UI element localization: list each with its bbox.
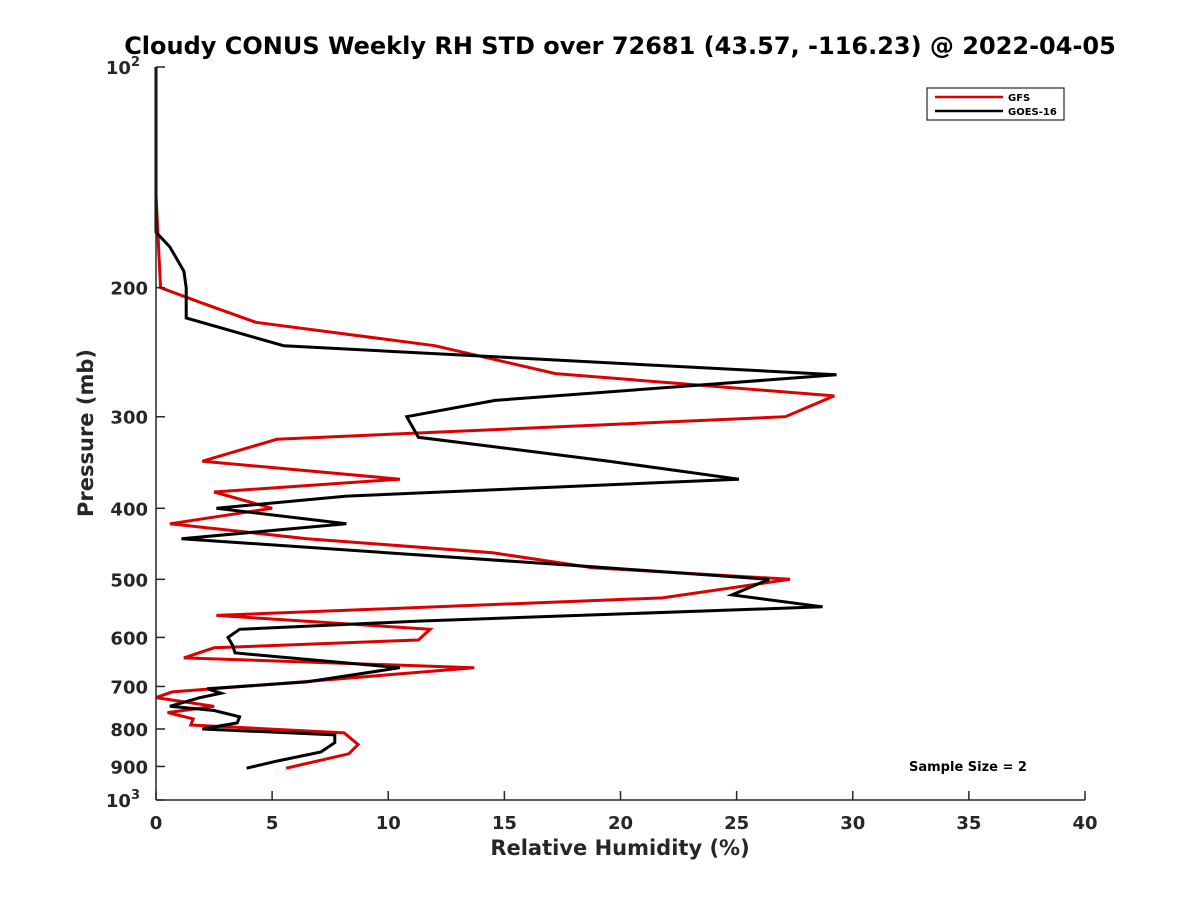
series-layer: [154, 67, 837, 770]
legend-box: [926, 87, 1065, 121]
x-tick-label: 25: [724, 813, 749, 834]
y-tick-exponent: 2: [131, 55, 140, 70]
series-line-goes16: [154, 67, 837, 770]
y-tick-label: 300: [110, 408, 148, 429]
x-tick-label: 20: [608, 813, 633, 834]
legend-label-goes16: GOES-16: [1008, 107, 1057, 118]
series-line-gfs: [154, 67, 835, 770]
y-tick-label: 400: [110, 499, 148, 520]
y-tick-label: 600: [110, 628, 148, 649]
x-axis-label: Relative Humidity (%): [490, 836, 749, 860]
x-tick-label: 30: [840, 813, 865, 834]
y-tick-label: 102: [106, 55, 140, 79]
plot-area: [156, 67, 1085, 800]
chart-title: Cloudy CONUS Weekly RH STD over 72681 (4…: [124, 32, 1116, 60]
x-tick-label: 5: [266, 813, 279, 834]
x-tick-label: 10: [376, 813, 401, 834]
y-tick-label: 103: [106, 788, 140, 812]
y-tick-label: 700: [110, 677, 148, 698]
x-ticks: 0 5 10 15 20 25 30 35 40: [150, 791, 1098, 834]
x-tick-label: 35: [956, 813, 981, 834]
y-tick-label: 900: [110, 757, 148, 778]
y-ticks: 102 200 300 400 500 600 700 800 900 103: [106, 55, 165, 812]
legend: GFS GOES-16: [926, 87, 1065, 121]
y-tick-label: 800: [110, 720, 148, 741]
y-tick-label: 500: [110, 570, 148, 591]
sample-size-annotation: Sample Size = 2: [909, 760, 1027, 775]
x-tick-label: 40: [1072, 813, 1097, 834]
x-tick-label: 15: [492, 813, 517, 834]
y-tick-label: 200: [110, 279, 148, 300]
x-tick-label: 0: [150, 813, 163, 834]
y-tick-exponent: 3: [131, 788, 140, 803]
y-axis-label: Pressure (mb): [74, 349, 98, 517]
legend-label-gfs: GFS: [1008, 93, 1030, 104]
